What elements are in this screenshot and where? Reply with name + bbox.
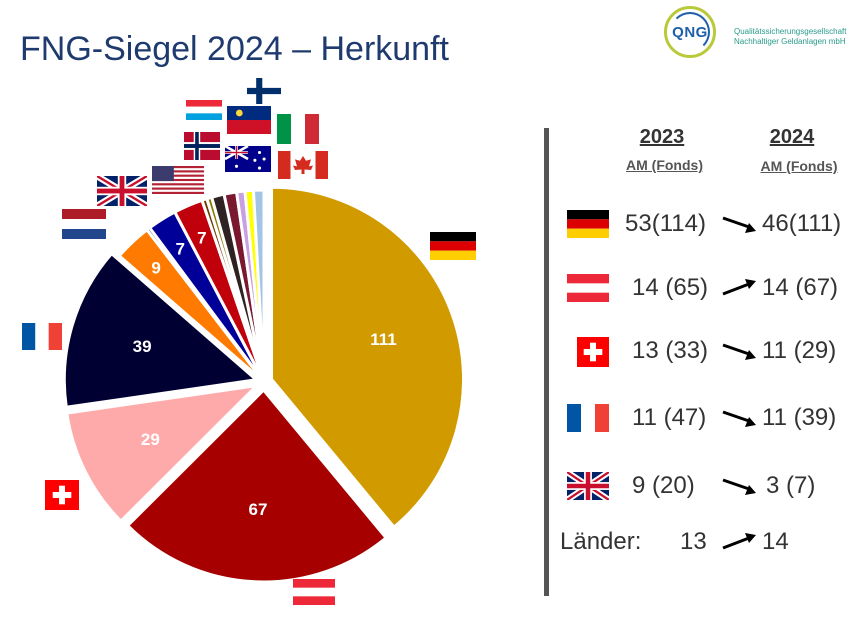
value-2023: 14 (65): [632, 274, 709, 301]
countries-2024: 14: [762, 528, 789, 555]
value-2024: 3 (7): [766, 472, 816, 499]
flag-united-kingdom-icon: [567, 472, 609, 500]
value-2024: 11 (39): [762, 404, 837, 431]
flag-austria-icon: [293, 579, 335, 605]
flag-liechtenstein-icon: [227, 106, 271, 134]
countries-row: Länder: 13 14: [0, 522, 867, 562]
logo-text-line1: Qualitätssicherungsgesellschaft: [734, 27, 847, 36]
value-2024: 46(111): [762, 210, 842, 237]
value-2024: 14 (67): [762, 274, 839, 301]
trend-down-arrow-icon: [722, 343, 756, 360]
slice-label: 111: [370, 330, 397, 349]
flag-australia-icon: [225, 146, 271, 172]
pie-slice: [251, 188, 266, 383]
slice-label: 29: [141, 430, 160, 449]
countries-2023: 13: [680, 528, 707, 555]
trend-up-arrow-icon: [722, 533, 756, 550]
flag-austria-icon: [567, 274, 609, 302]
pie-slice: [125, 387, 389, 584]
flag-norway-icon: [184, 132, 220, 160]
value-2024: 11 (29): [762, 337, 837, 364]
flag-united-kingdom-icon: [97, 176, 147, 206]
countries-label: Länder:: [560, 528, 642, 555]
value-2023: 13 (33): [632, 337, 709, 364]
flag-luxembourg-icon: [186, 100, 222, 120]
slice-label: 7: [176, 240, 185, 259]
trend-down-arrow-icon: [722, 410, 756, 427]
table-row: 53(114) 46(111): [0, 204, 867, 244]
flag-germany-icon: [430, 232, 476, 260]
header-sub-2024: AM (Fonds): [760, 158, 838, 174]
slice-label: 67: [249, 500, 268, 519]
value-2023: 9 (20): [632, 472, 695, 499]
slice-label: 9: [151, 258, 160, 277]
flag-switzerland-icon: [45, 480, 79, 510]
trend-down-arrow-icon: [722, 216, 756, 233]
value-2023: 11 (47): [632, 404, 707, 431]
trend-up-arrow-icon: [722, 279, 756, 296]
slice-label: 7: [197, 228, 206, 247]
flag-italy-icon: [277, 114, 319, 144]
slice-label: 39: [133, 337, 152, 356]
header-year-2023: 2023: [639, 126, 685, 148]
flag-france-icon: [22, 323, 62, 350]
table-row: 11 (47) 11 (39): [0, 398, 867, 438]
pie-slice: [62, 251, 260, 409]
flag-switzerland-icon: [577, 337, 609, 367]
pie-slice: [65, 383, 262, 524]
logo-mark: QNG: [672, 23, 708, 41]
flag-canada-icon: [278, 151, 328, 179]
flag-germany-icon: [567, 210, 609, 238]
logo-text-line2: Nachhaltiger Geldanlagen mbH: [734, 37, 846, 46]
table-row: 9 (20) 3 (7): [0, 466, 867, 506]
table-row: 14 (65) 14 (67): [0, 268, 867, 308]
flag-france-icon: [567, 404, 609, 432]
pie-slice: [270, 185, 465, 530]
flag-netherlands-icon: [62, 209, 106, 239]
value-2023: 53(114): [625, 210, 706, 237]
header-sub-2023: AM (Fonds): [626, 157, 703, 173]
flag-finland-icon: [247, 78, 281, 104]
table-row: 13 (33) 11 (29): [0, 331, 867, 371]
qng-logo: QNG Qualitätssicherungsgesellschaft Nach…: [664, 6, 860, 62]
divider: [544, 128, 549, 596]
logo-ring-icon: QNG: [664, 6, 716, 58]
flag-united-states-icon: [152, 166, 204, 194]
header-year-2024: 2024: [769, 126, 815, 148]
trend-down-arrow-icon: [722, 478, 756, 495]
page-title: FNG-Siegel 2024 – Herkunft: [20, 30, 449, 68]
